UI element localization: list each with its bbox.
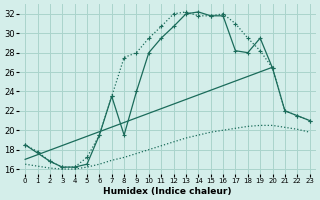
- X-axis label: Humidex (Indice chaleur): Humidex (Indice chaleur): [103, 187, 232, 196]
